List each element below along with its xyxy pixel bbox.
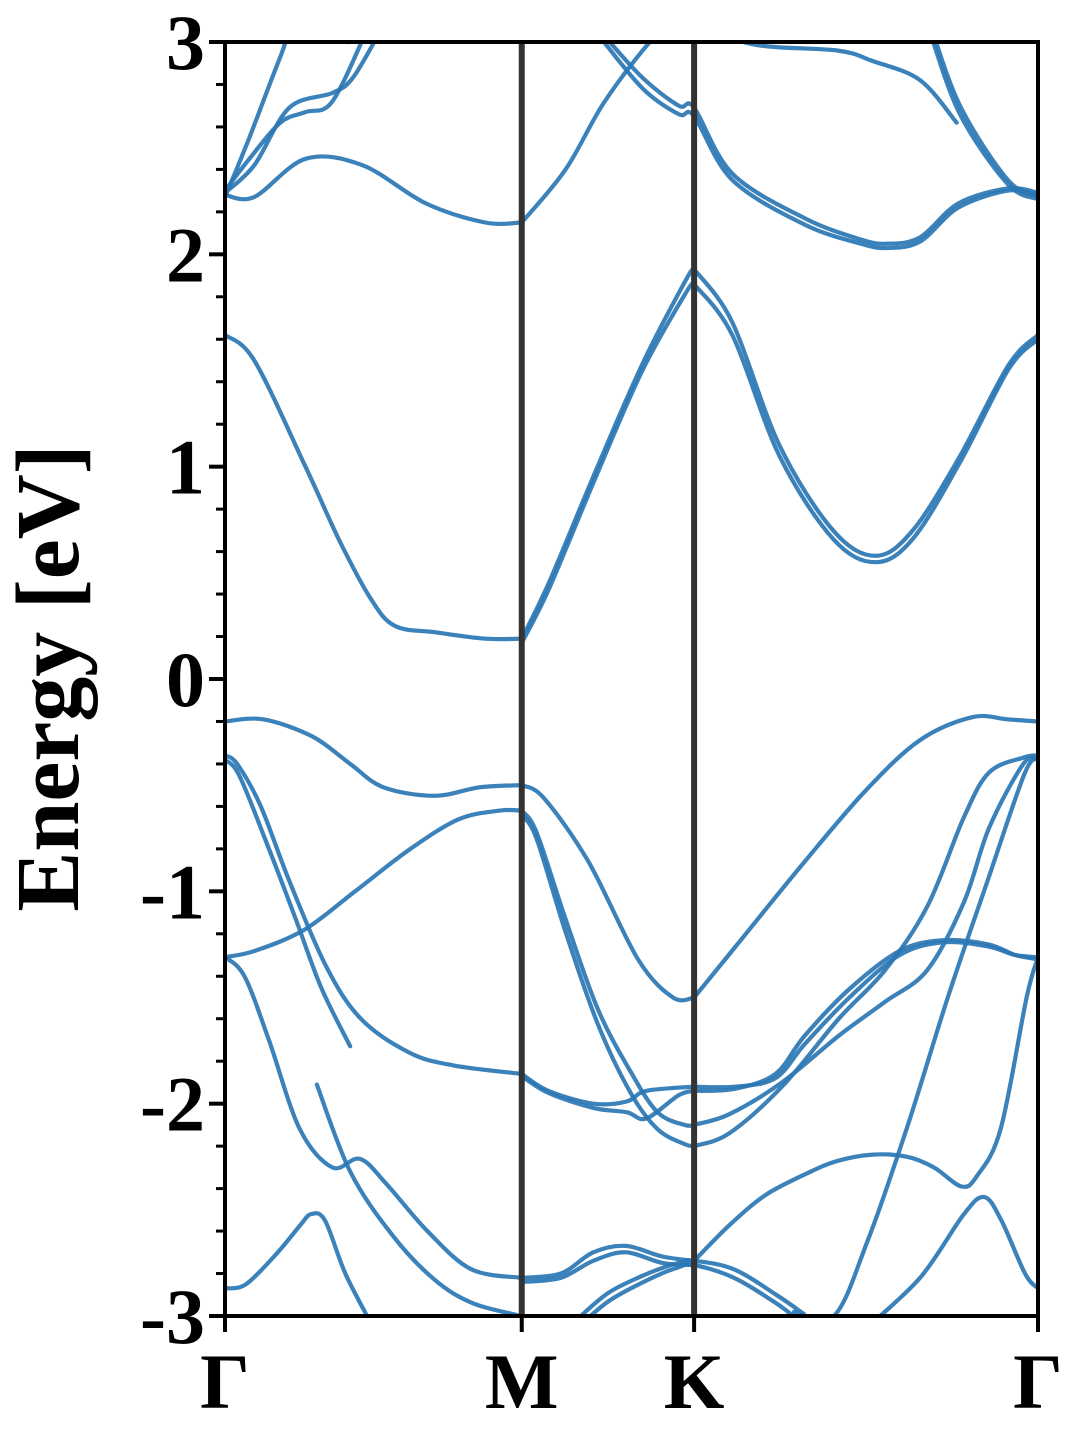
band-line-37 [225, 1211, 370, 1316]
y-tick-label: 2 [166, 211, 205, 298]
band-line-9 [225, 42, 377, 195]
x-tick-label-4: Γ [1013, 1338, 1063, 1425]
band-line-13 [736, 42, 959, 125]
y-tick-label: 1 [166, 424, 205, 511]
band-line-39 [792, 755, 1038, 1316]
band-line-1 [225, 332, 524, 642]
band-line-34 [577, 1258, 806, 1316]
y-axis-label: Energy [eV] [0, 444, 98, 911]
band-line-3 [519, 281, 697, 645]
band-line-12 [606, 42, 1038, 246]
band-line-19 [225, 753, 524, 1076]
band-line-30 [225, 955, 524, 1280]
band-line-16 [225, 716, 524, 798]
band-line-4 [692, 267, 1038, 558]
band-line-5 [692, 282, 1038, 565]
band-line-8 [225, 42, 364, 193]
band-line-6 [225, 154, 524, 227]
band-line-31 [314, 1082, 524, 1316]
band-line-26 [519, 1071, 697, 1107]
band-line-20 [225, 757, 353, 1049]
band-line-14 [933, 42, 1038, 200]
plot-frame [223, 40, 1040, 1318]
band-line-15 [931, 42, 1038, 202]
y-tick-label: 3 [166, 0, 205, 86]
band-line-27 [519, 1074, 697, 1122]
band-line-23 [519, 812, 697, 1149]
band-line-2 [519, 267, 697, 641]
band-line-32 [519, 1243, 697, 1280]
band-line-18 [692, 713, 1038, 1000]
band-line-22 [519, 808, 697, 1128]
band-line-35 [587, 1262, 797, 1316]
k-point-dividers [518, 42, 698, 1316]
band-line-17 [519, 783, 697, 1003]
y-tick-label: 0 [166, 636, 205, 723]
bands-group [225, 42, 1038, 1316]
x-tick-label-3: K [664, 1338, 725, 1425]
band-line-36 [692, 955, 1038, 1263]
band-line-10 [225, 42, 354, 200]
band-line-11 [601, 42, 1038, 251]
x-tick-label-2: M [485, 1338, 559, 1425]
band-line-7 [519, 42, 653, 225]
y-axis-ticks: -3 -2 -1 0 1 2 3 [140, 0, 225, 1360]
y-tick-label: -1 [140, 848, 205, 935]
band-line-38 [876, 1194, 1038, 1316]
y-tick-label: -2 [140, 1061, 205, 1148]
band-line-29 [692, 937, 1038, 1093]
band-line-21 [225, 807, 524, 960]
band-line-33 [519, 1250, 697, 1285]
band-line-24 [692, 755, 1038, 1127]
x-tick-label-1: Γ [200, 1338, 250, 1425]
y-tick-label: -3 [140, 1273, 205, 1360]
